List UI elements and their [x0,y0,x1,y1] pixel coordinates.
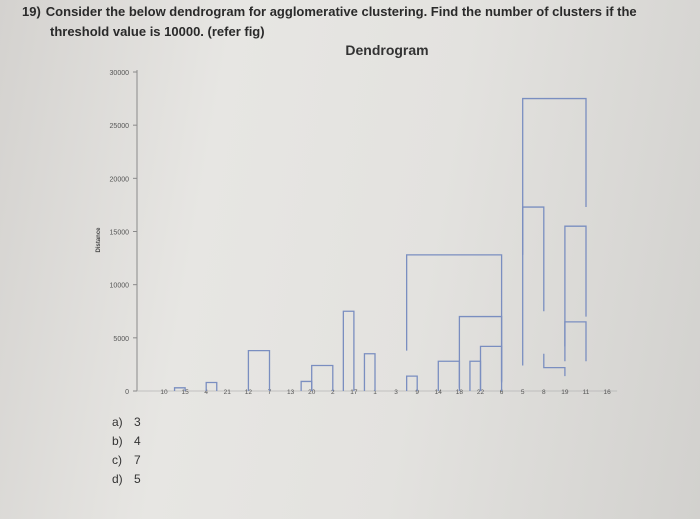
option-b[interactable]: b) 4 [112,432,141,451]
dendrogram-link [564,225,587,347]
dendrogram-link [522,97,587,255]
leaf-label: 2 [331,389,335,396]
leaf-label: 7 [268,389,272,396]
dendrogram-link [406,375,418,391]
dendrogram-link [543,353,566,377]
leaf-label: 18 [456,389,464,396]
y-tick-label: 5000 [113,336,129,343]
dendrogram-link [469,360,482,391]
option-letter: b) [112,434,123,448]
option-a[interactable]: a) 3 [112,413,141,432]
dendrogram-link [311,364,334,391]
option-letter: a) [112,415,123,429]
leaf-label: 5 [521,389,525,396]
leaf-label: 22 [477,389,485,396]
dendrogram-link [406,254,503,382]
leaf-label: 13 [287,389,295,396]
dendrogram-link [522,206,545,366]
dendrogram-link [173,387,186,391]
leaf-label: 14 [435,389,443,396]
option-value: 3 [134,415,141,429]
dendrogram-link [342,310,355,391]
option-letter: d) [112,472,123,486]
leaf-label: 21 [224,389,232,396]
y-tick-label: 10000 [110,283,130,290]
option-value: 5 [134,472,141,486]
leaf-label: 4 [204,389,208,396]
dendrogram-link [479,345,503,391]
leaf-label: 15 [181,389,189,396]
leaf-label: 1 [373,389,377,396]
leaf-label: 3 [394,389,398,396]
leaf-label: 6 [500,389,504,396]
dendrogram-link [564,321,587,362]
leaf-label: 20 [308,389,316,396]
leaf-label: 12 [245,389,253,396]
dendrogram-link [205,381,218,391]
option-d[interactable]: d) 5 [112,470,141,489]
leaf-label: 11 [583,389,590,396]
option-value: 4 [134,434,141,448]
question-line-1: Consider the below dendrogram for agglom… [45,4,637,19]
answer-options: a) 3 b) 4 c) 7 d) 5 [112,413,141,489]
y-tick-label: 25000 [110,123,130,130]
dendrogram-link [363,353,376,391]
y-tick-label: 30000 [110,70,130,77]
question-text: 19) Consider the below dendrogram for agg… [22,2,682,42]
leaf-label: 17 [350,389,358,396]
option-c[interactable]: c) 7 [112,451,141,470]
leaf-label: 19 [561,389,569,396]
dendrogram-link [437,360,461,391]
leaf-label: 16 [603,389,611,396]
y-tick-label: 0 [125,389,129,396]
option-letter: c) [112,453,122,467]
leaf-label: 9 [415,389,419,396]
leaf-label: 8 [542,389,546,396]
y-tick-label: 20000 [110,176,130,183]
leaf-label: 10 [160,389,168,396]
question-number: 19) [22,4,41,19]
question-line-2: threshold value is 10000. (refer fig) [50,24,265,39]
y-axis-label: Distance [96,227,102,253]
dendrogram-link [247,349,271,391]
option-value: 7 [134,453,141,467]
y-tick-label: 15000 [110,230,130,237]
chart-title: Dendrogram [345,42,428,58]
